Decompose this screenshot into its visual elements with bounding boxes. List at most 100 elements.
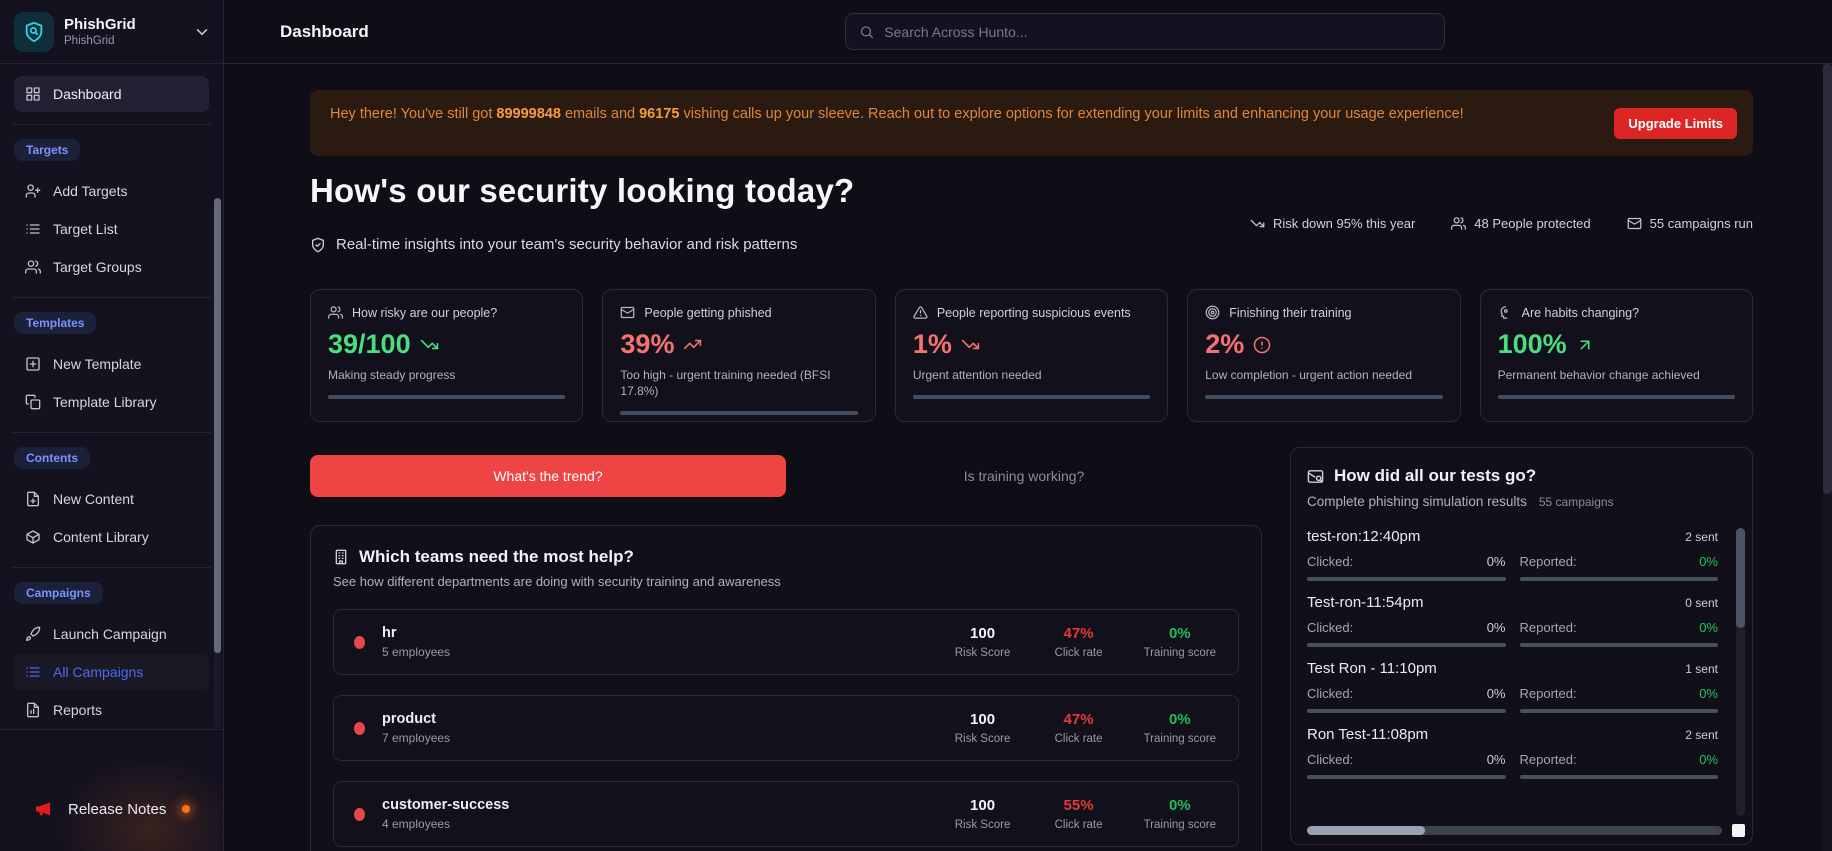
click-rate-value: 55% xyxy=(1063,797,1094,814)
click-rate-value: 47% xyxy=(1063,711,1094,728)
test-name: Test Ron - 11:10pm xyxy=(1307,660,1437,677)
test-entry[interactable]: test-ron:12:40pm 2 sent Clicked: 0% Repor… xyxy=(1307,528,1718,581)
card-value: 39% xyxy=(620,329,675,359)
tests-vertical-scrollbar[interactable] xyxy=(1736,528,1745,816)
reported-value: 0% xyxy=(1699,554,1718,569)
sidebar-item-all-campaigns[interactable]: All Campaigns xyxy=(14,654,209,690)
card-phished[interactable]: People getting phished 39% Too high - ur… xyxy=(602,289,876,422)
trend-tabs: What's the trend? Is training working? xyxy=(310,455,1262,497)
upgrade-limits-button[interactable]: Upgrade Limits xyxy=(1614,108,1737,139)
user-plus-icon xyxy=(25,184,41,198)
progress-bar xyxy=(912,395,1151,400)
team-employees: 5 employees xyxy=(382,645,451,659)
card-value: 2% xyxy=(1205,329,1245,359)
sidebar-item-target-groups[interactable]: Target Groups xyxy=(14,249,209,285)
sidebar-item-label: All Campaigns xyxy=(53,664,144,680)
card-value: 1% xyxy=(912,329,952,359)
team-row-hr[interactable]: hr 5 employees 100 Risk Score 47% Click ra… xyxy=(333,609,1239,675)
sidebar-scrollbar-thumb[interactable] xyxy=(214,198,221,653)
stat-label: 48 People protected xyxy=(1474,216,1591,231)
sidebar-item-add-targets[interactable]: Add Targets xyxy=(14,173,209,209)
tests-vertical-scrollbar-thumb[interactable] xyxy=(1736,528,1745,628)
test-entry[interactable]: Test Ron - 11:10pm 1 sent Clicked: 0% Rep… xyxy=(1307,660,1718,713)
training-score-label: Training score xyxy=(1143,733,1216,745)
global-search[interactable] xyxy=(845,13,1445,50)
card-habits[interactable]: Are habits changing? 100% Permanent beha… xyxy=(1479,289,1754,422)
sidebar-item-new-content[interactable]: New Content xyxy=(14,481,209,517)
sidebar-item-label: Add Targets xyxy=(53,183,128,199)
page-scrollbar-thumb[interactable] xyxy=(1823,64,1832,494)
team-row-product[interactable]: product 7 employees 100 Risk Score 47% Cli… xyxy=(333,695,1239,761)
test-entry[interactable]: Ron Test-11:08pm 2 sent Clicked: 0% Repor… xyxy=(1307,726,1718,779)
list-icon xyxy=(26,667,40,677)
page-scrollbar[interactable] xyxy=(1823,64,1832,851)
tab-is-training-working[interactable]: Is training working? xyxy=(963,468,1085,484)
test-entry[interactable]: Test-ron-11:54pm 0 sent Clicked: 0% Repor… xyxy=(1307,594,1718,647)
clicked-bar xyxy=(1307,577,1506,581)
sidebar-item-reports[interactable]: Reports xyxy=(14,692,209,728)
clicked-value: 0% xyxy=(1486,554,1506,569)
clicked-bar xyxy=(1307,643,1506,647)
stat-risk-down: Risk down 95% this year xyxy=(1250,216,1415,231)
click-rate-label: Click rate xyxy=(1054,819,1103,831)
file-plus-icon xyxy=(27,491,39,507)
stat-campaigns-run: 55 campaigns run xyxy=(1627,216,1753,231)
banner-message: Hey there! You've still got 89999848 ema… xyxy=(330,102,1620,127)
training-score-value: 0% xyxy=(1168,711,1191,728)
card-value: 39/100 xyxy=(328,329,411,359)
sidebar-item-template-library[interactable]: Template Library xyxy=(14,384,209,420)
card-status: Permanent behavior change achieved xyxy=(1497,368,1700,382)
sidebar-item-dashboard[interactable]: Dashboard xyxy=(14,76,209,112)
reported-value: 0% xyxy=(1699,620,1718,635)
team-employees: 7 employees xyxy=(382,731,451,745)
sidebar-item-label: Reports xyxy=(53,702,103,718)
clicked-label: Clicked: xyxy=(1307,752,1354,767)
alert-circle-icon xyxy=(1254,336,1271,353)
users-icon xyxy=(25,260,41,274)
page-title: Dashboard xyxy=(280,22,369,41)
test-sent-count: 1 sent xyxy=(1685,662,1718,676)
sidebar-item-target-list[interactable]: Target List xyxy=(14,211,209,247)
progress-bar xyxy=(328,395,566,400)
reported-label: Reported: xyxy=(1519,620,1577,635)
brand-header[interactable]: PhishGrid PhishGrid xyxy=(0,0,223,64)
reported-label: Reported: xyxy=(1519,686,1577,701)
chevron-down-icon[interactable] xyxy=(193,23,211,41)
sidebar-item-new-template[interactable]: New Template xyxy=(14,346,209,382)
risk-score-value: 100 xyxy=(970,711,996,728)
tab-whats-the-trend[interactable]: What's the trend? xyxy=(310,455,786,497)
team-row-customer-success[interactable]: customer-success 4 employees 100 Risk Sco… xyxy=(333,781,1239,847)
reported-value: 0% xyxy=(1699,686,1718,701)
card-reporting[interactable]: People reporting suspicious events 1% Ur… xyxy=(894,289,1169,422)
tests-horizontal-scrollbar[interactable] xyxy=(1307,826,1722,835)
users-icon xyxy=(328,306,343,319)
sidebar-scrollbar[interactable] xyxy=(214,198,221,728)
teams-title: Which teams need the most help? xyxy=(359,547,634,566)
sidebar: PhishGrid PhishGrid Dashboard Targets Ad… xyxy=(0,0,224,851)
card-title: Are habits changing? xyxy=(1521,305,1640,320)
tests-horizontal-scrollbar-thumb[interactable] xyxy=(1307,826,1425,835)
card-status: Urgent attention needed xyxy=(912,368,1042,382)
risk-dot xyxy=(354,635,365,649)
section-badge-targets: Targets xyxy=(14,139,81,161)
teams-subtitle: See how different departments are doing … xyxy=(333,574,781,589)
tests-title: How did all our tests go? xyxy=(1334,466,1537,485)
sidebar-item-launch-campaign[interactable]: Launch Campaign xyxy=(14,616,209,652)
dashboard-grid-icon xyxy=(26,87,40,101)
brand-name: PhishGrid xyxy=(64,16,136,33)
notification-dot xyxy=(182,805,191,813)
section-badge-contents: Contents xyxy=(14,447,90,469)
trending-down-icon xyxy=(961,339,980,350)
search-input[interactable] xyxy=(884,23,1431,40)
banner-text-part: vishing calls up your sleeve. Reach out … xyxy=(679,106,1464,122)
tests-list: test-ron:12:40pm 2 sent Clicked: 0% Repor… xyxy=(1307,528,1718,818)
risk-score-label: Risk Score xyxy=(954,819,1011,831)
card-training[interactable]: Finishing their training 2% Low completi… xyxy=(1187,289,1461,422)
card-risk-score[interactable]: How risky are our people? 39/100 Making … xyxy=(310,289,584,422)
release-notes-button[interactable]: Release Notes xyxy=(34,800,191,818)
sidebar-item-content-library[interactable]: Content Library xyxy=(14,519,209,555)
mail-search-icon xyxy=(1307,469,1324,483)
phishgrid-logo xyxy=(14,11,54,52)
banner-emails-count: 89999848 xyxy=(496,106,561,122)
